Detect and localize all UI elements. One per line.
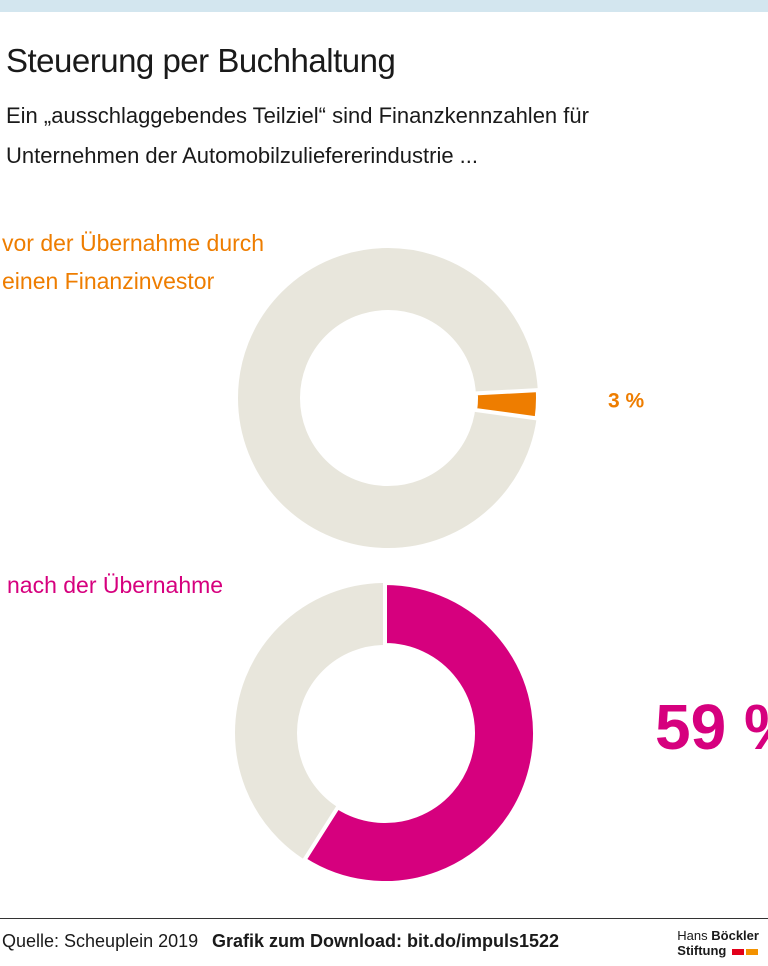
subtitle: Ein „ausschlaggebendes Teilziel“ sind Fi… — [6, 103, 589, 168]
donut-ring — [238, 248, 538, 548]
logo-mark — [732, 948, 758, 955]
chart: 3 % 59 % — [235, 248, 768, 885]
logo-text: Böckler — [711, 928, 759, 943]
source: Quelle: Scheuplein 2019 — [2, 931, 199, 951]
donut-segment — [301, 580, 537, 885]
top-bar — [0, 0, 768, 12]
logo: Hans Böckler Stiftung — [677, 928, 760, 958]
value-label: 3 % — [608, 390, 645, 413]
logo-line: Hans Böckler — [677, 928, 760, 943]
download-link: Grafik zum Download: bit.do/impuls1522 — [212, 931, 560, 951]
chart-label: vor der Übernahme durch einen Finanzinve… — [2, 230, 265, 294]
chart-label: nach der Übernahme — [7, 572, 224, 598]
footer-rule — [0, 918, 768, 919]
logo-text: Hans — [677, 928, 708, 943]
logo-text: Stiftung — [677, 943, 727, 958]
donut-segment — [472, 388, 540, 421]
title: Steuerung per Buchhaltung — [6, 42, 396, 79]
logo-line: Stiftung — [677, 943, 760, 958]
value-label: 59 % — [655, 691, 768, 763]
